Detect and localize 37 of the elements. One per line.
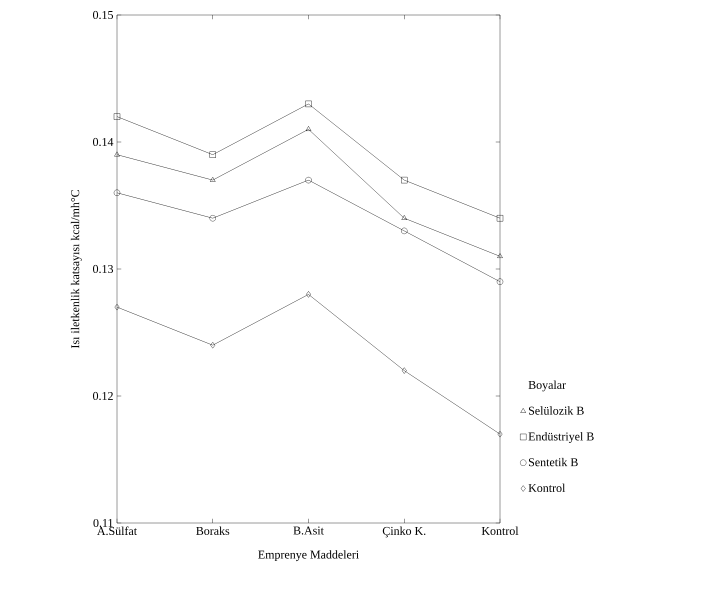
point (496, 215, 504, 222)
point (114, 190, 120, 196)
y-axis-title: Isı iletkenlik katsayısı kcal/mh°C (70, 190, 82, 348)
point (401, 176, 408, 184)
point (496, 278, 504, 285)
y-tick-label: 0.13 (93, 264, 114, 274)
legend-label: Endüstriyel B (528, 432, 594, 443)
point (401, 228, 408, 234)
y-tick-label: 0.12 (93, 392, 113, 400)
point (114, 113, 120, 120)
point (402, 367, 407, 374)
point (114, 304, 120, 310)
point (401, 215, 408, 220)
legend-label: Kontrol (528, 484, 566, 492)
x-tick-label: B.Asit (293, 526, 324, 535)
point (305, 100, 312, 108)
legend-label: Sentetik B (528, 458, 578, 466)
point (305, 176, 312, 184)
point (306, 126, 312, 131)
point (210, 215, 216, 222)
x-tick-label: Çinko K. (382, 526, 426, 538)
x-tick-label: Boraks (196, 526, 230, 535)
x-axis-title: Emprenye Maddeleri (258, 550, 359, 562)
y-tick-label: 0.15 (93, 10, 114, 20)
point (498, 430, 502, 438)
legend-label: Selülozik B (528, 406, 584, 415)
point (210, 176, 216, 182)
y-tick-label: 0.14 (93, 138, 114, 146)
x-tick-label: Kontrol (482, 526, 518, 535)
y-tick-label: 0.11 (93, 518, 113, 528)
point (210, 342, 216, 348)
point (210, 152, 216, 158)
x-tick-label: A.Sülfat (97, 526, 138, 536)
point (306, 291, 311, 298)
point (114, 152, 120, 156)
point (497, 253, 503, 258)
legend-title: Boyalar (528, 380, 566, 392)
